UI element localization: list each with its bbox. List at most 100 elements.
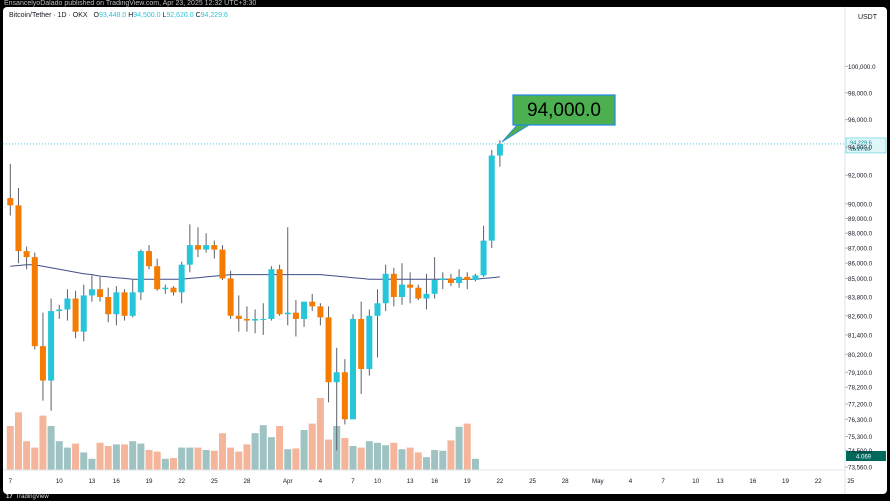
volume-bar [284,449,292,470]
volume-bar [161,458,169,470]
time-tick-label: 10 [692,478,699,485]
price-tick-label: 74,500.0 [848,448,873,455]
time-tick-label: 7 [351,478,355,485]
volume-bar [96,442,104,470]
candle-body [88,289,95,296]
currency-label: USDT [857,14,877,21]
time-tick-label: 22 [815,478,822,485]
footer-bar: 17 TradingView [0,494,890,501]
candle-body [447,278,454,284]
candle-body [325,317,332,383]
price-tick-label: 86,000.0 [848,261,873,268]
moving-average-layer [10,264,500,280]
volume-bar [31,447,39,470]
volume-bar [406,447,414,470]
candle-body [309,301,316,307]
close-label: C [195,12,201,19]
candle-body [170,287,177,293]
symbol-name: Bitcoin/Tether · 1D · OKX [9,12,88,19]
volume-bar [414,452,422,470]
volume-bar [365,441,373,470]
volume-bar [357,447,365,470]
volume-bar [137,443,145,470]
time-tick-label: 28 [562,478,569,485]
volume-bar [178,447,186,470]
volume-bar [292,448,300,470]
price-tick-label: 76,300.0 [848,417,873,424]
moving-average-line [10,264,500,280]
candle-body [301,301,308,319]
price-tick-label: 100,000.0 [848,64,876,71]
candle-body [292,312,299,319]
publish-info-text: EnsancelyoDalado published on TradingVie… [4,0,257,7]
time-tick-label: 19 [782,478,789,485]
candle-body [480,240,487,276]
candle-body [7,198,14,206]
candle-body [341,372,348,420]
price-tick-label: 82,600.0 [848,313,873,320]
volume-bar [129,441,137,470]
time-tick-label: 25 [847,478,854,485]
candle-body [268,269,275,319]
price-callout-layer: 94,000.0 [501,94,616,143]
candle-body [366,315,373,369]
volume-bar [341,438,349,470]
chart-frame[interactable]: 94,229.6 16:17:16 4.069 100,000.0 98,000.0 9… [3,7,887,494]
volume-bar [471,458,479,470]
volume-bar [202,450,210,470]
volume-bar [88,458,96,470]
close-value: 94,229.6 [200,12,228,19]
volume-bar [104,446,112,470]
volume-bar [251,433,259,470]
volume-bar [186,447,194,470]
low-label: L [162,12,167,19]
volume-bar [235,451,243,470]
price-tick-label: 73,560.0 [848,465,873,472]
countdown-tag-value: 16:17:16 [850,147,870,153]
chart-canvas[interactable]: 94,229.616:17:164.069 100,000.098,000.09… [3,7,887,494]
volume-bar [463,423,471,470]
volume-bar [390,442,398,470]
volume-bar [23,441,31,470]
time-tick-label: 19 [146,478,153,485]
price-tick-label: 81,400.0 [848,332,873,339]
candle-body [439,278,446,280]
candles-layer [7,140,503,451]
candle-body [496,143,503,156]
candle-body [374,303,381,316]
volume-bar [194,447,202,470]
volume-bar [382,445,390,470]
candle-body [23,251,30,258]
volume-bar [145,450,153,470]
volume-bar [63,447,71,470]
volume-bar [14,412,22,470]
volume-bar [112,444,120,470]
callout-box [512,94,616,126]
candle-body [488,155,495,241]
volume-bar [349,446,357,470]
callout-pointer [501,124,531,143]
volume-bar [422,457,430,470]
candle-body [415,287,422,299]
time-tick-label: 4 [629,478,633,485]
volume-bar [267,437,275,470]
candle-body [219,249,226,279]
volume-bar [431,450,439,470]
candle-body [260,318,267,320]
volume-layer [6,398,479,470]
time-tick-label: 22 [178,478,185,485]
time-tick-label: 13 [407,478,414,485]
volume-bar [170,458,177,470]
volume-bar [80,452,88,470]
tradingview-logo-icon: 17 [6,494,13,500]
candle-body [227,278,234,316]
time-tick-label: 10 [374,478,381,485]
symbol-legend[interactable]: Bitcoin/Tether · 1D · OKX O93,448.0 H94,… [9,12,228,19]
candle-body [72,298,79,332]
current-price-tag [845,137,887,154]
price-tick-label: 90,000.0 [848,201,873,208]
volume-bar [6,426,14,470]
open-value: 93,448.0 [99,12,127,19]
volume-bar [308,423,316,470]
candle-body [317,306,324,318]
